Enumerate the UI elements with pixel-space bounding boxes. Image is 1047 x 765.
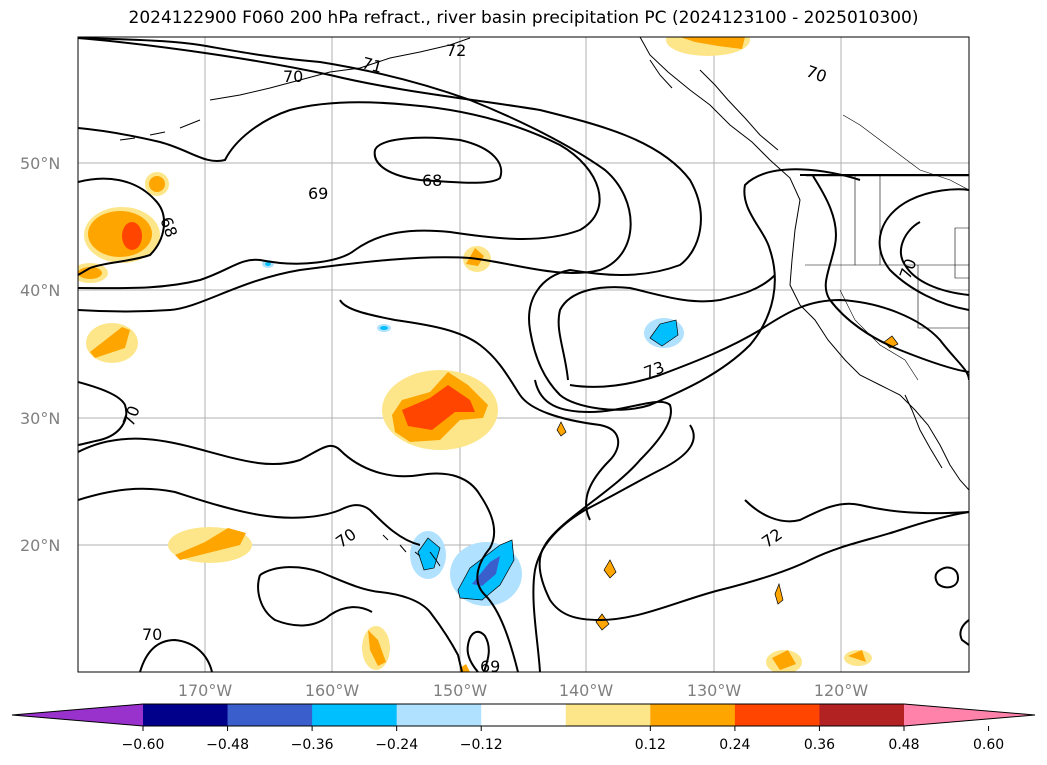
map-frame: [77, 36, 970, 673]
colorbar-tick-label: −0.60: [122, 737, 165, 753]
lat-label: 50°N: [20, 154, 60, 173]
colorbar-tick-label: 0.36: [804, 737, 835, 753]
colorbar-extend-high: [904, 704, 1035, 726]
colorbar-tick-label: −0.48: [206, 737, 249, 753]
negative-anomaly-patch: [450, 539, 522, 606]
positive-anomaly-patch: [78, 263, 108, 283]
colorbar-segment: [143, 704, 229, 726]
positive-anomaly-patch: [145, 172, 169, 196]
colorbar-tick-label: 0.60: [973, 737, 1004, 753]
positive-anomaly-patch: [86, 323, 138, 363]
colorbar-segment: [734, 704, 820, 726]
positive-anomaly-patch: [766, 650, 802, 672]
positive-anomaly-patch: [168, 527, 252, 563]
lat-label: 40°N: [20, 281, 60, 300]
map-area: [78, 37, 969, 672]
contour-label: 69: [308, 184, 328, 203]
negative-anomaly-patch: [644, 318, 684, 348]
lon-label: 120°W: [814, 681, 869, 700]
lon-label: 140°W: [559, 681, 614, 700]
precip-patches: [78, 37, 899, 672]
contour-label: 69: [480, 657, 500, 676]
colorbar-segment: [819, 704, 905, 726]
lon-label: 130°W: [687, 681, 742, 700]
negative-anomaly-patch: [410, 531, 446, 579]
coastlines: [119, 37, 969, 567]
positive-anomaly-patch: [382, 370, 498, 450]
colorbar-segment: [312, 704, 398, 726]
colorbar: −0.60 −0.48 −0.36 −0.24 −0.12 0.12 0.24 0.36 0.4…: [11, 703, 1036, 753]
colorbar-segment: [565, 704, 651, 726]
colorbar-segment: [396, 704, 482, 726]
colorbar-tick-label: −0.12: [460, 737, 503, 753]
lon-label: 160°W: [305, 681, 360, 700]
contour-label: 68: [422, 171, 442, 190]
lat-label: 20°N: [20, 536, 60, 555]
colorbar-extend-low: [12, 704, 143, 726]
positive-anomaly-patch: [666, 37, 750, 56]
colorbar-tick-label: −0.36: [291, 737, 334, 753]
colorbar-tick-label: 0.24: [719, 737, 750, 753]
refractivity-contours: [78, 37, 969, 672]
map-title: 2024122900 F060 200 hPa refract., river …: [128, 8, 919, 28]
colorbar-segment: [481, 704, 567, 726]
lon-label: 150°W: [433, 681, 488, 700]
positive-anomaly-patch: [844, 650, 872, 666]
latitude-labels: 50°N 40°N 30°N 20°N: [20, 154, 60, 555]
colorbar-segment: [650, 704, 736, 726]
colorbar-tick-label: 0.48: [888, 737, 919, 753]
contour-label: 70: [283, 67, 303, 86]
colorbar-tick-label: 0.12: [635, 737, 666, 753]
longitude-labels: 170°W 160°W 150°W 140°W 130°W 120°W: [178, 681, 869, 700]
lat-label: 30°N: [20, 409, 60, 428]
colorbar-segment: [227, 704, 313, 726]
contour-label: 72: [446, 41, 466, 60]
contour-label: 71: [360, 53, 385, 77]
lon-label: 170°W: [178, 681, 233, 700]
colorbar-tick-label: −0.24: [375, 737, 418, 753]
positive-anomaly-patch: [84, 207, 160, 263]
positive-anomaly-patch: [362, 626, 390, 670]
contour-label: 70: [142, 625, 162, 644]
